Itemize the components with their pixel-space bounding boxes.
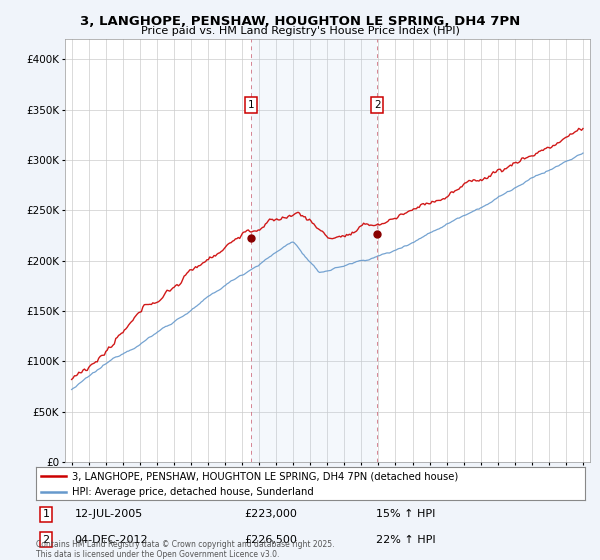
Text: HPI: Average price, detached house, Sunderland: HPI: Average price, detached house, Sund… <box>71 487 313 497</box>
Text: 22% ↑ HPI: 22% ↑ HPI <box>376 535 436 545</box>
Text: 3, LANGHOPE, PENSHAW, HOUGHTON LE SPRING, DH4 7PN (detached house): 3, LANGHOPE, PENSHAW, HOUGHTON LE SPRING… <box>71 471 458 481</box>
Text: 04-DEC-2012: 04-DEC-2012 <box>74 535 148 545</box>
Text: Contains HM Land Registry data © Crown copyright and database right 2025.
This d: Contains HM Land Registry data © Crown c… <box>36 540 335 559</box>
Text: 2: 2 <box>374 100 380 110</box>
Text: 1: 1 <box>248 100 254 110</box>
Text: Price paid vs. HM Land Registry's House Price Index (HPI): Price paid vs. HM Land Registry's House … <box>140 26 460 36</box>
Text: 3, LANGHOPE, PENSHAW, HOUGHTON LE SPRING, DH4 7PN: 3, LANGHOPE, PENSHAW, HOUGHTON LE SPRING… <box>80 15 520 27</box>
Bar <box>251 39 377 462</box>
Text: £226,500: £226,500 <box>245 535 298 545</box>
Text: 1: 1 <box>43 510 49 519</box>
Text: 12-JUL-2005: 12-JUL-2005 <box>74 510 143 519</box>
Text: 2: 2 <box>43 535 49 545</box>
Text: £223,000: £223,000 <box>245 510 298 519</box>
Text: 15% ↑ HPI: 15% ↑ HPI <box>376 510 436 519</box>
